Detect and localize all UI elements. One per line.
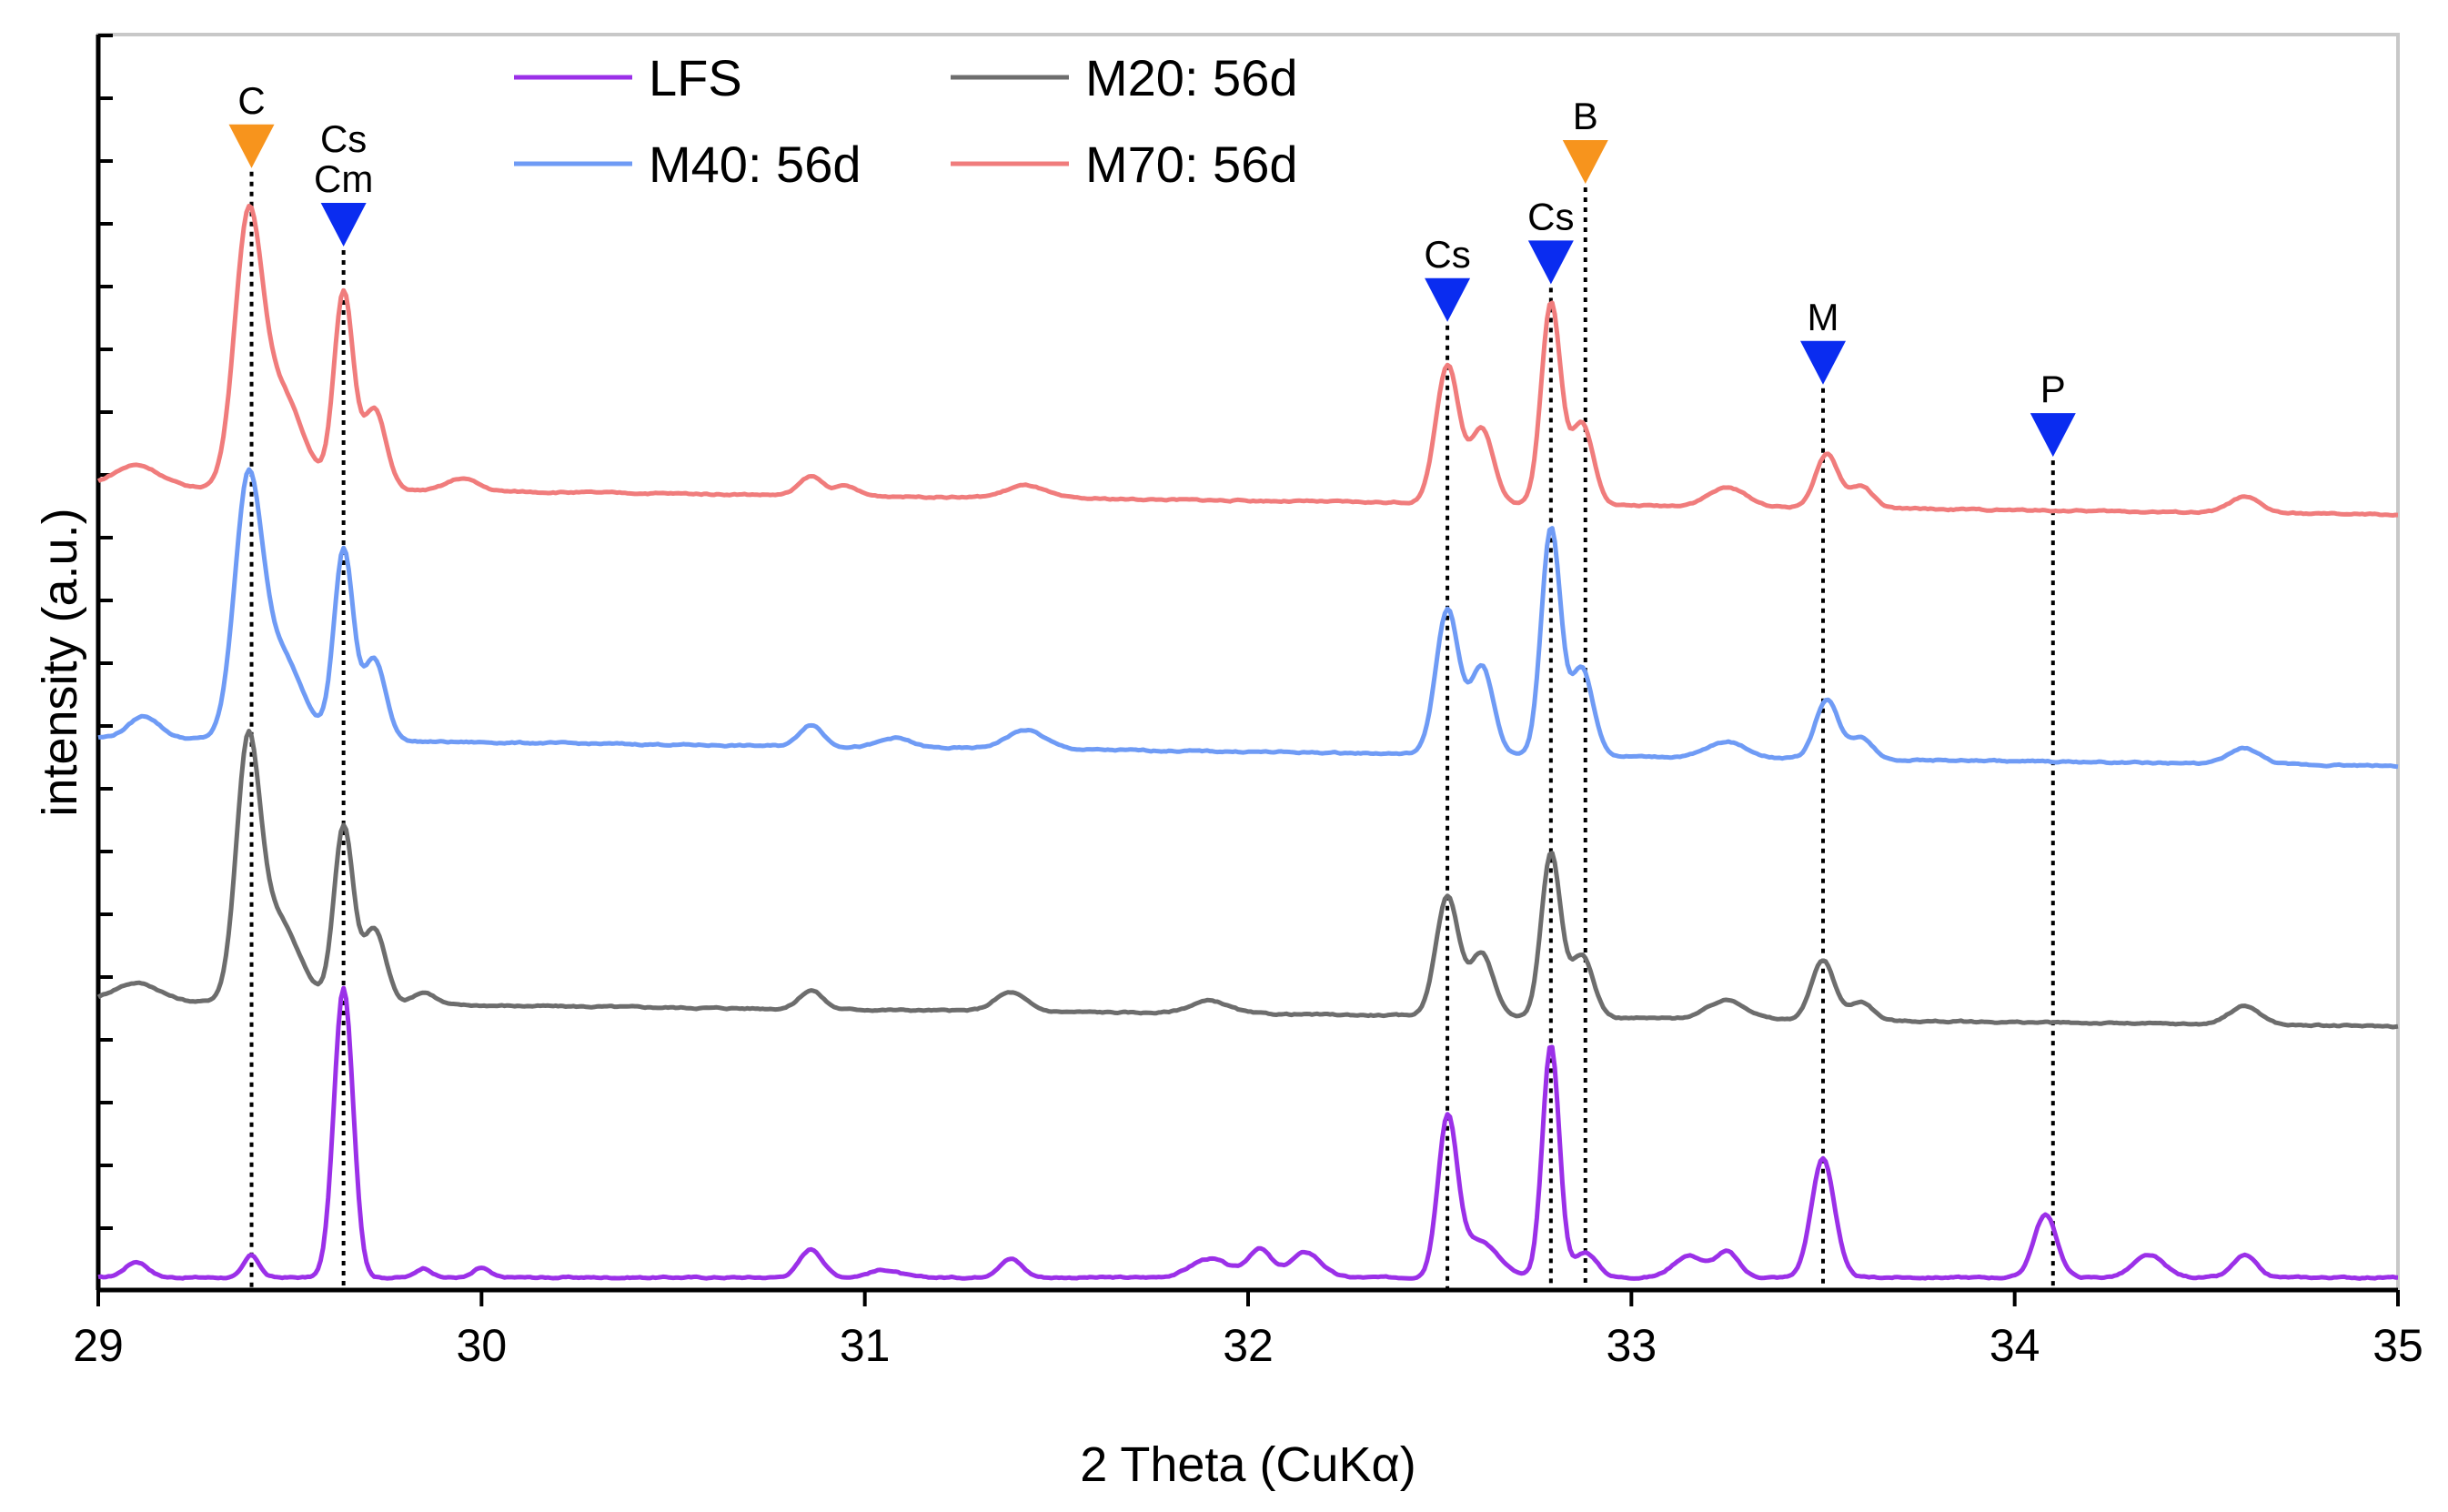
series-line-m20-56d	[96, 729, 2399, 1030]
peak-marker-icon	[1527, 240, 1574, 285]
x-axis-title: 2 Theta (CuKα)	[1080, 1437, 1415, 1492]
peak-marker-icon	[320, 203, 367, 247]
peak-marker-label: M	[1808, 296, 1839, 338]
legend-label: M70: 56d	[1085, 136, 1298, 193]
y-axis-title: intensity (a.u.)	[33, 508, 87, 816]
x-tick-label: 34	[1990, 1320, 2040, 1371]
peak-marker-icon	[1562, 140, 1608, 184]
reference-lines	[249, 171, 2055, 1290]
peak-marker-icon	[228, 124, 275, 168]
peak-marker-label: Cs	[320, 117, 367, 160]
x-tick-label: 32	[1223, 1320, 1274, 1371]
x-axis-ticks: 29 30 31 32 33 34 35	[73, 1290, 2423, 1371]
x-tick-label: 35	[2372, 1320, 2423, 1371]
legend-label: LFS	[649, 49, 742, 106]
legend: LFS M20: 56d M40: 56d M70: 56d	[514, 49, 1298, 193]
series-line-m40-56d	[97, 467, 2399, 770]
peak-marker-label: C	[237, 79, 265, 122]
x-tick-label: 33	[1607, 1320, 1657, 1371]
x-tick-label: 31	[840, 1320, 891, 1371]
x-tick-label: 30	[457, 1320, 508, 1371]
peak-marker-icon	[2030, 413, 2076, 458]
peak-marker-label: Cm	[314, 157, 373, 200]
peak-marker-label: B	[1573, 95, 1598, 137]
series-line-m70-56d	[96, 203, 2399, 518]
peak-marker-label: P	[2040, 368, 2066, 410]
peak-marker-icon	[1800, 340, 1846, 385]
series-line-lfs	[97, 985, 2399, 1281]
legend-label: M20: 56d	[1085, 49, 1298, 106]
legend-label: M40: 56d	[649, 136, 861, 193]
y-axis-ticks	[98, 34, 113, 1230]
peak-marker-label: Cs	[1424, 233, 1470, 276]
peak-marker-icon	[1425, 277, 1471, 322]
series-group	[96, 203, 2399, 1281]
x-tick-label: 29	[73, 1320, 124, 1371]
peak-marker-label: Cs	[1527, 195, 1574, 237]
